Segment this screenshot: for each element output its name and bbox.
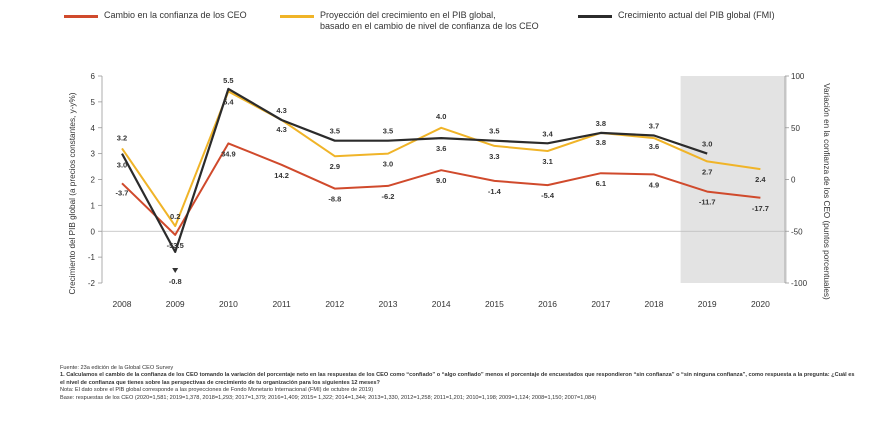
data-label-ceo: -17.7 bbox=[752, 204, 769, 213]
data-label-ceo: -8.8 bbox=[328, 195, 341, 204]
series-line-imf bbox=[121, 87, 708, 253]
data-label-ceo: -5.4 bbox=[541, 191, 555, 200]
legend-label-ceo-confidence: Cambio en la confianza de los CEO bbox=[104, 10, 247, 20]
data-label-projection: 3.3 bbox=[489, 152, 499, 161]
left-tick-label: -2 bbox=[88, 279, 96, 288]
data-label-imf: 3.0 bbox=[702, 140, 712, 149]
left-tick-label: 5 bbox=[91, 98, 96, 107]
x-tick-label: 2012 bbox=[325, 299, 344, 309]
legend-label-gdp-projection-line2: basado en el cambio de nivel de confianz… bbox=[320, 21, 539, 31]
legend-swatch-ceo-confidence bbox=[64, 15, 98, 18]
right-tick-label: -50 bbox=[791, 227, 803, 236]
x-tick-label: 2019 bbox=[698, 299, 717, 309]
left-axis-title: Crecimiento del PIB global (a precios co… bbox=[68, 92, 77, 294]
data-label-imf: 3.5 bbox=[330, 127, 340, 136]
x-tick-label: 2015 bbox=[485, 299, 504, 309]
right-tick-label: 50 bbox=[791, 124, 800, 133]
data-label-ceo: -1.4 bbox=[488, 187, 502, 196]
data-label-projection: 4.0 bbox=[436, 112, 446, 121]
right-tick-label: 100 bbox=[791, 72, 805, 81]
data-label-projection: 3.1 bbox=[542, 157, 552, 166]
data-label-projection: 0.2 bbox=[170, 212, 180, 221]
data-label-ceo: 4.9 bbox=[649, 180, 659, 189]
x-tick-label: 2016 bbox=[538, 299, 557, 309]
right-tick-label: -100 bbox=[791, 279, 808, 288]
forecast-shaded-region bbox=[680, 76, 787, 283]
x-tick-label: 2009 bbox=[166, 299, 185, 309]
data-label-imf: 4.3 bbox=[276, 106, 286, 115]
source-note: Fuente: 23a edición de la Global CEO Sur… bbox=[60, 365, 174, 371]
data-label-imf: -0.8 bbox=[169, 277, 182, 286]
data-label-imf: 3.5 bbox=[489, 127, 499, 136]
legend-label-gdp-projection: Proyección del crecimiento en el PIB glo… bbox=[320, 10, 539, 32]
x-tick-label: 2011 bbox=[272, 299, 291, 309]
data-label-projection: 3.6 bbox=[649, 142, 659, 151]
imf-note: Nota: El dato sobre el PIB global corres… bbox=[60, 387, 374, 394]
legend-swatch-imf-growth bbox=[578, 15, 612, 18]
data-label-ceo: 9.0 bbox=[436, 176, 446, 185]
footnotes: Fuente: 23a edición de la Global CEO Sur… bbox=[60, 365, 860, 402]
x-tick-label: 2010 bbox=[219, 299, 238, 309]
legend-swatch-gdp-projection bbox=[280, 15, 314, 18]
data-label-projection: 3.8 bbox=[596, 138, 606, 147]
left-tick-label: 1 bbox=[91, 201, 96, 210]
data-label-imf: 3.4 bbox=[542, 129, 553, 138]
data-label-ceo: -53.5 bbox=[167, 241, 184, 250]
left-tick-label: 4 bbox=[91, 124, 96, 133]
left-tick-label: 6 bbox=[91, 72, 96, 81]
trough-arrow-icon bbox=[172, 267, 179, 273]
base-note: Base: respuestas de los CEO (2020=1,581;… bbox=[60, 394, 597, 401]
line-chart: -2 -1 0 1 2 3 4 5 6 -100 -50 0 50 100 2008 2009 2010 2011… bbox=[68, 72, 831, 309]
data-label-imf: 5.5 bbox=[223, 76, 233, 85]
data-label-ceo: -11.7 bbox=[699, 198, 716, 207]
series-line-ceo bbox=[121, 142, 761, 236]
x-tick-label: 2008 bbox=[113, 299, 132, 309]
data-label-projection: 4.3 bbox=[276, 125, 286, 134]
left-tick-label: 0 bbox=[91, 227, 96, 236]
methodology-note: 1. Calculamos el cambio de la confianza … bbox=[60, 372, 855, 386]
data-label-imf: 3.7 bbox=[649, 122, 659, 131]
right-tick-label: 0 bbox=[791, 176, 796, 185]
data-label-ceo: -3.7 bbox=[116, 188, 129, 197]
data-label-imf: 3.5 bbox=[383, 127, 393, 136]
data-label-projection: 2.9 bbox=[330, 162, 340, 171]
left-tick-label: -1 bbox=[88, 253, 96, 262]
data-label-projection: 3.0 bbox=[383, 160, 393, 169]
legend-label-gdp-projection-line1: Proyección del crecimiento en el PIB glo… bbox=[320, 10, 496, 20]
x-tick-label: 2013 bbox=[379, 299, 398, 309]
data-label-projection: 2.7 bbox=[702, 167, 712, 176]
x-tick-label: 2020 bbox=[751, 299, 770, 309]
data-label-projection: 3.2 bbox=[117, 133, 127, 142]
left-tick-label: 2 bbox=[91, 176, 96, 185]
x-tick-label: 2017 bbox=[591, 299, 610, 309]
right-axis-title: Variación en la confianza de los CEO (pu… bbox=[822, 83, 831, 300]
x-tick-label: 2014 bbox=[432, 299, 451, 309]
data-label-projection: 5.4 bbox=[223, 98, 234, 107]
x-tick-label: 2018 bbox=[645, 299, 664, 309]
left-tick-label: 3 bbox=[91, 150, 96, 159]
data-label-ceo: -6.2 bbox=[382, 192, 395, 201]
legend-label-imf-growth: Crecimiento actual del PIB global (FMI) bbox=[618, 10, 775, 20]
data-label-ceo: 14.2 bbox=[274, 171, 289, 180]
data-label-imf: 3.6 bbox=[436, 144, 446, 153]
data-label-ceo: 6.1 bbox=[596, 179, 606, 188]
data-label-projection: 2.4 bbox=[755, 175, 766, 184]
data-label-imf: 3.0 bbox=[117, 161, 127, 170]
data-label-ceo: 34.9 bbox=[221, 149, 236, 158]
data-label-imf: 3.8 bbox=[596, 119, 606, 128]
